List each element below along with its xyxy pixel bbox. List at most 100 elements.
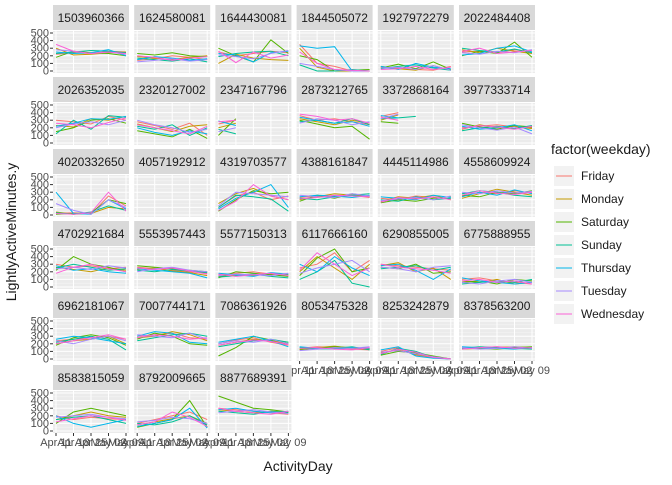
y-tick-label: 200 [31,50,49,62]
facet-strip-label: 6290855005 [382,227,449,241]
facet-strip-label: 5553957443 [139,227,206,241]
legend-item: Friday [554,166,614,186]
series-line-wednesday [137,55,208,61]
facet-strip-label: 4319703577 [220,155,287,169]
y-tick-label: 100 [31,130,49,142]
facet-strip-label: 7007744171 [139,299,206,313]
series-line-saturday [55,118,127,133]
x-tick-label: Apr 25 [318,365,350,377]
facet-strip [134,293,211,318]
y-tick-label: 100 [31,274,49,286]
series-line-saturday [380,61,451,70]
series-line-thursday [55,415,127,428]
facet-strip-label: 4020332650 [58,155,125,169]
facet-strip-label: 5577150313 [220,227,287,241]
series-line-thursday [137,331,208,345]
legend-label: Thursday [581,261,631,275]
facet-strip [459,293,535,318]
facet-strip-label: 1644430081 [220,11,287,25]
facet-strip [134,77,211,102]
x-tick-label: May 09 [189,437,225,449]
y-tick-label: 200 [31,194,49,206]
series-line-sunday [137,124,208,136]
facet-strip-label: 4558609924 [464,155,531,169]
facet-strip-label: 1844505072 [301,11,368,25]
series-line-tuesday [218,409,289,414]
x-tick-label: May 09 [514,365,550,377]
series-line-saturday [380,121,399,124]
series-line-sunday [55,335,127,351]
series-line-tuesday [218,191,289,207]
facet-strip-label: 2320127002 [139,83,206,97]
y-tick-label: 500 [31,172,49,184]
x-tick-label: Apr 11 [446,365,478,377]
facet-panel: 1624580081 [134,5,211,73]
series-line-wednesday [380,116,399,121]
facet-panel: 1644430081 [215,5,292,73]
facet-strip [53,5,129,30]
x-tick-label: Apr 11 [284,365,316,377]
x-tick-label: May 09 [270,437,306,449]
facet-strip-label: 8378563200 [464,299,531,313]
series-line-tuesday [299,193,370,199]
facet-panel: 6775888955 [459,221,535,289]
y-tick-label: 200 [31,266,49,278]
legend-label: Tuesday [581,284,627,298]
facet-strip [134,221,211,246]
y-tick-label: 100 [31,418,49,430]
facet-strip [296,149,373,174]
series-line-wednesday [55,43,127,55]
facet-strip [53,149,129,174]
facet-strip-label: 8792009665 [139,371,206,385]
y-tick-label: 0 [43,210,49,222]
facet-strip-label: 8583815059 [58,371,125,385]
facet-panel: 3977333714 [459,77,535,145]
y-tick-label: 200 [31,410,49,422]
facet-strip [377,293,454,318]
x-tick-label: Apr 25 [156,437,188,449]
facet-strip [459,77,535,102]
series-line-thursday [137,56,208,61]
facet-strip [134,149,211,174]
y-tick-label: 300 [31,403,49,415]
series-line-thursday [299,116,370,127]
series-line-tuesday [380,265,451,273]
facet-panel: 2022484408 [459,5,535,73]
y-tick-label: 0 [43,138,49,150]
legend-item: Saturday [554,212,629,232]
series-line-wednesday [380,263,451,274]
facet-panel: 5553957443 [134,221,211,289]
legend-label: Sunday [581,238,622,252]
series-line-wednesday [137,267,208,275]
series-line-tuesday [55,119,127,129]
series-line-friday [299,252,370,273]
x-tick-label: May 02 [90,437,126,449]
legend-item: Tuesday [554,281,627,301]
legend: factor(weekday) Friday Monday Saturday Sund… [551,141,651,324]
series-line-sunday [380,265,451,271]
y-tick-label: 0 [43,426,49,438]
facet-strip-label: 6775888955 [464,227,531,241]
facet-strip [215,365,292,390]
x-tick-label: Apr 25 [400,365,432,377]
facet-strip [377,221,454,246]
facet-strip [459,5,535,30]
x-tick-label: Apr 11 [365,365,397,377]
y-tick-label: 100 [31,346,49,358]
facet-strip [296,293,373,318]
facet-strip-label: 1927972279 [382,11,449,25]
series-line-monday [380,114,399,121]
facet-strip [53,221,129,246]
x-axis-label: ActivityDay [263,458,332,474]
x-tick-label: May 02 [334,365,370,377]
series-line-sunday [218,128,237,135]
y-tick-label: 300 [31,259,49,271]
facet-panel: 3372868164 [377,77,454,145]
x-tick-label: Apr 18 [382,365,414,377]
series-line-thursday [461,189,533,198]
facet-strip-label: 4445114986 [383,155,449,169]
